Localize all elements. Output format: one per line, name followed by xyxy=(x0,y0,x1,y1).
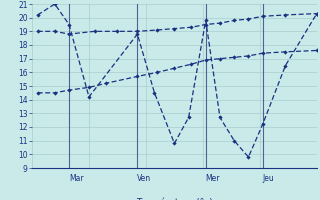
Text: Ven: Ven xyxy=(137,174,151,183)
Text: Mar: Mar xyxy=(69,174,84,183)
Text: Température (°c): Température (°c) xyxy=(136,198,213,200)
Text: Mer: Mer xyxy=(206,174,220,183)
Text: Jeu: Jeu xyxy=(263,174,275,183)
